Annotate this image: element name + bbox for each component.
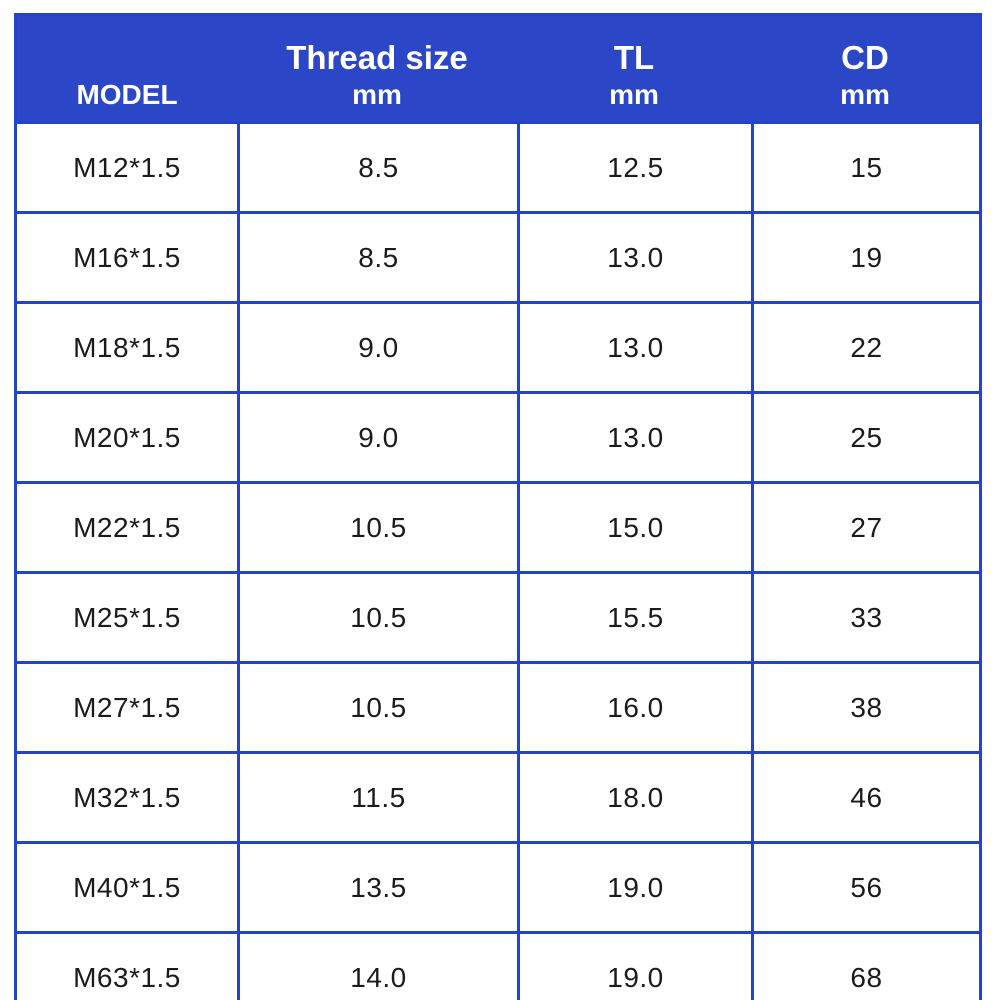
cell-cd: 25 xyxy=(751,394,979,481)
cell-tl: 16.0 xyxy=(517,664,751,751)
cell-thread-size: 10.5 xyxy=(237,574,517,661)
cell-tl: 19.0 xyxy=(517,844,751,931)
table-row: M40*1.5 13.5 19.0 56 xyxy=(17,841,979,931)
cell-tl: 19.0 xyxy=(517,934,751,1000)
cell-cd: 33 xyxy=(751,574,979,661)
cell-cd: 38 xyxy=(751,664,979,751)
header-unit-thread-size: mm xyxy=(352,78,402,110)
table-header-row: MODEL Thread size mm TL mm CD mm xyxy=(17,16,979,121)
cell-cd: 22 xyxy=(751,304,979,391)
cell-tl: 12.5 xyxy=(517,124,751,211)
header-label-tl: TL xyxy=(613,38,655,76)
cell-thread-size: 11.5 xyxy=(237,754,517,841)
cell-thread-size: 10.5 xyxy=(237,484,517,571)
table-row: M32*1.5 11.5 18.0 46 xyxy=(17,751,979,841)
cell-tl: 15.0 xyxy=(517,484,751,571)
spec-table: MODEL Thread size mm TL mm CD mm M12*1.5… xyxy=(14,13,982,1000)
cell-cd: 19 xyxy=(751,214,979,301)
cell-thread-size: 8.5 xyxy=(237,124,517,211)
cell-cd: 15 xyxy=(751,124,979,211)
cell-model: M20*1.5 xyxy=(73,421,181,453)
cell-cd: 56 xyxy=(751,844,979,931)
table-row: M16*1.5 8.5 13.0 19 xyxy=(17,211,979,301)
cell-thread-size: 13.5 xyxy=(237,844,517,931)
cell-tl: 15.5 xyxy=(517,574,751,661)
header-unit-tl: mm xyxy=(609,78,659,110)
cell-model: M22*1.5 xyxy=(73,511,181,543)
cell-model: M12*1.5 xyxy=(73,151,181,183)
header-cell-model: MODEL xyxy=(17,16,237,121)
cell-model: M40*1.5 xyxy=(73,871,181,903)
cell-thread-size: 14.0 xyxy=(237,934,517,1000)
table-row: M12*1.5 8.5 12.5 15 xyxy=(17,121,979,211)
table-row: M20*1.5 9.0 13.0 25 xyxy=(17,391,979,481)
cell-thread-size: 8.5 xyxy=(237,214,517,301)
header-label-model: MODEL xyxy=(76,78,178,110)
table-row: M27*1.5 10.5 16.0 38 xyxy=(17,661,979,751)
header-cell-thread-size: Thread size mm xyxy=(237,16,517,121)
header-unit-cd: mm xyxy=(840,78,890,110)
cell-cd: 27 xyxy=(751,484,979,571)
cell-thread-size: 9.0 xyxy=(237,304,517,391)
header-label-thread-size: Thread size xyxy=(286,38,468,76)
cell-tl: 13.0 xyxy=(517,214,751,301)
cell-model: M16*1.5 xyxy=(73,241,181,273)
cell-model: M25*1.5 xyxy=(73,601,181,633)
table-row: M63*1.5 14.0 19.0 68 xyxy=(17,931,979,1000)
cell-tl: 13.0 xyxy=(517,304,751,391)
cell-model: M27*1.5 xyxy=(73,691,181,723)
cell-tl: 18.0 xyxy=(517,754,751,841)
table-row: M22*1.5 10.5 15.0 27 xyxy=(17,481,979,571)
header-label-cd: CD xyxy=(841,38,889,76)
cell-model: M18*1.5 xyxy=(73,331,181,363)
cell-model: M63*1.5 xyxy=(73,961,181,993)
cell-cd: 46 xyxy=(751,754,979,841)
header-cell-tl: TL mm xyxy=(517,16,751,121)
table-row: M25*1.5 10.5 15.5 33 xyxy=(17,571,979,661)
cell-thread-size: 9.0 xyxy=(237,394,517,481)
cell-thread-size: 10.5 xyxy=(237,664,517,751)
table-row: M18*1.5 9.0 13.0 22 xyxy=(17,301,979,391)
cell-tl: 13.0 xyxy=(517,394,751,481)
header-cell-cd: CD mm xyxy=(751,16,979,121)
cell-model: M32*1.5 xyxy=(73,781,181,813)
cell-cd: 68 xyxy=(751,934,979,1000)
